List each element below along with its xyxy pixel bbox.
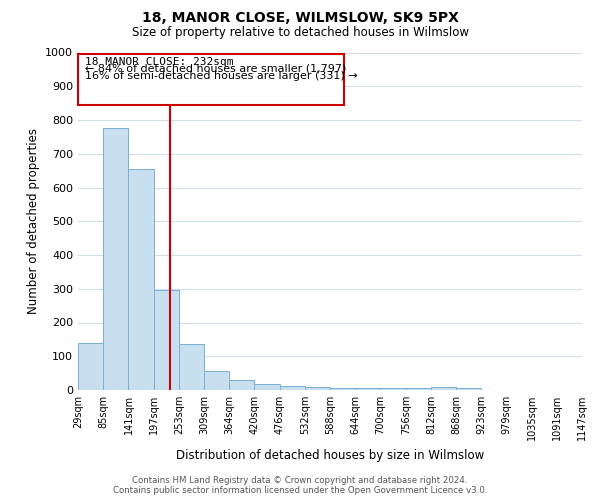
Bar xyxy=(128,169,154,390)
Bar xyxy=(330,388,355,390)
X-axis label: Distribution of detached houses by size in Wilmslow: Distribution of detached houses by size … xyxy=(176,448,484,462)
Text: Contains HM Land Registry data © Crown copyright and database right 2024.
Contai: Contains HM Land Registry data © Crown c… xyxy=(113,476,487,495)
Text: Size of property relative to detached houses in Wilmslow: Size of property relative to detached ho… xyxy=(131,26,469,39)
Text: ← 84% of detached houses are smaller (1,797): ← 84% of detached houses are smaller (1,… xyxy=(85,64,346,74)
Bar xyxy=(179,344,204,390)
Text: 18, MANOR CLOSE, WILMSLOW, SK9 5PX: 18, MANOR CLOSE, WILMSLOW, SK9 5PX xyxy=(142,11,458,25)
Bar xyxy=(229,380,254,390)
Bar xyxy=(305,388,330,390)
Bar xyxy=(380,388,406,390)
Bar xyxy=(204,372,229,390)
Text: 18 MANOR CLOSE: 232sqm: 18 MANOR CLOSE: 232sqm xyxy=(85,57,233,67)
Bar xyxy=(154,290,179,390)
Bar xyxy=(103,128,128,390)
Bar xyxy=(280,386,305,390)
Bar xyxy=(406,388,431,390)
Bar xyxy=(254,384,280,390)
Text: 16% of semi-detached houses are larger (331) →: 16% of semi-detached houses are larger (… xyxy=(85,71,358,81)
Bar xyxy=(355,388,380,390)
Bar xyxy=(78,343,103,390)
FancyBboxPatch shape xyxy=(78,54,344,105)
Bar xyxy=(431,388,456,390)
Y-axis label: Number of detached properties: Number of detached properties xyxy=(26,128,40,314)
Bar xyxy=(456,388,481,390)
